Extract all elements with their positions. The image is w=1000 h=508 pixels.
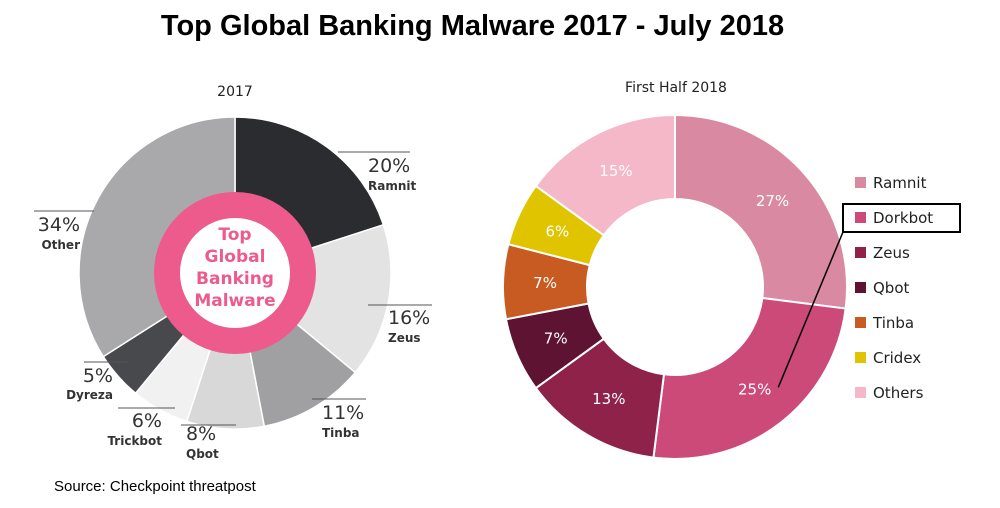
pie-2017-pct-zeus: 16% bbox=[388, 307, 430, 329]
legend-label-cridex: Cridex bbox=[873, 349, 921, 367]
legend-highlight-box bbox=[842, 203, 961, 233]
pie-2017-name-dyreza: Dyreza bbox=[66, 388, 113, 402]
pie-2017-name-other: Other bbox=[41, 238, 80, 252]
pie-2017-name-qbot: Qbot bbox=[186, 447, 219, 461]
pie-2018-pct-tinba: 7% bbox=[533, 274, 557, 292]
legend-callout-line bbox=[777, 231, 844, 388]
pie-2017-center-hole bbox=[180, 218, 290, 328]
legend-swatch-ramnit bbox=[855, 177, 866, 188]
pie-2017-name-ramnit: Ramnit bbox=[368, 179, 416, 193]
legend-label-ramnit: Ramnit bbox=[873, 174, 927, 192]
legend-label-dorkbot: Dorkbot bbox=[873, 209, 933, 227]
chart-title: Top Global Banking Malware 2017 - July 2… bbox=[160, 10, 785, 42]
pie-2017-pct-tinba: 11% bbox=[322, 402, 364, 424]
pie-2017-pct-trickbot: 6% bbox=[132, 410, 162, 432]
pie-2017-pct-dyreza: 5% bbox=[83, 365, 113, 387]
pie-2017-pct-other: 34% bbox=[38, 214, 80, 236]
pie-2018-pct-ramnit: 27% bbox=[756, 192, 789, 210]
legend-label-zeus: Zeus bbox=[873, 244, 910, 262]
pie-2017-pct-qbot: 8% bbox=[186, 423, 216, 445]
pie-2017-name-trickbot: Trickbot bbox=[107, 434, 162, 448]
pie-2018-title: First Half 2018 bbox=[625, 80, 727, 96]
legend-label-tinba: Tinba bbox=[872, 314, 914, 332]
pie-2018-slice-dorkbot bbox=[652, 296, 847, 460]
pie-2018-pct-dorkbot: 25% bbox=[738, 381, 771, 399]
legend-swatch-tinba bbox=[855, 317, 866, 328]
pie-2018-pct-cridex: 6% bbox=[545, 223, 569, 241]
pie-2018-pct-zeus: 13% bbox=[592, 390, 625, 408]
pie-2018-pct-others: 15% bbox=[599, 162, 632, 180]
pie-2017-center-label: Top Global Banking Malware bbox=[194, 225, 275, 311]
pie-2017-name-tinba: Tinba bbox=[322, 426, 360, 440]
legend-swatch-cridex bbox=[855, 352, 866, 363]
pie-2018-slice-others bbox=[534, 113, 676, 237]
pie-2018-pct-qbot: 7% bbox=[544, 330, 568, 348]
pie-2017-pct-ramnit: 20% bbox=[368, 155, 410, 177]
source-note: Source: Checkpoint threatpost bbox=[54, 478, 256, 495]
legend-swatch-dorkbot bbox=[855, 212, 866, 223]
legend-swatch-others bbox=[855, 387, 866, 398]
pie-2017-name-zeus: Zeus bbox=[388, 331, 421, 345]
legend-swatch-zeus bbox=[855, 247, 866, 258]
pie-2018-slice-ramnit bbox=[674, 113, 848, 310]
legend-swatch-qbot bbox=[855, 282, 866, 293]
legend-label-qbot: Qbot bbox=[873, 279, 910, 297]
legend-label-others: Others bbox=[873, 384, 924, 402]
pie-2017-title: 2017 bbox=[217, 84, 253, 100]
